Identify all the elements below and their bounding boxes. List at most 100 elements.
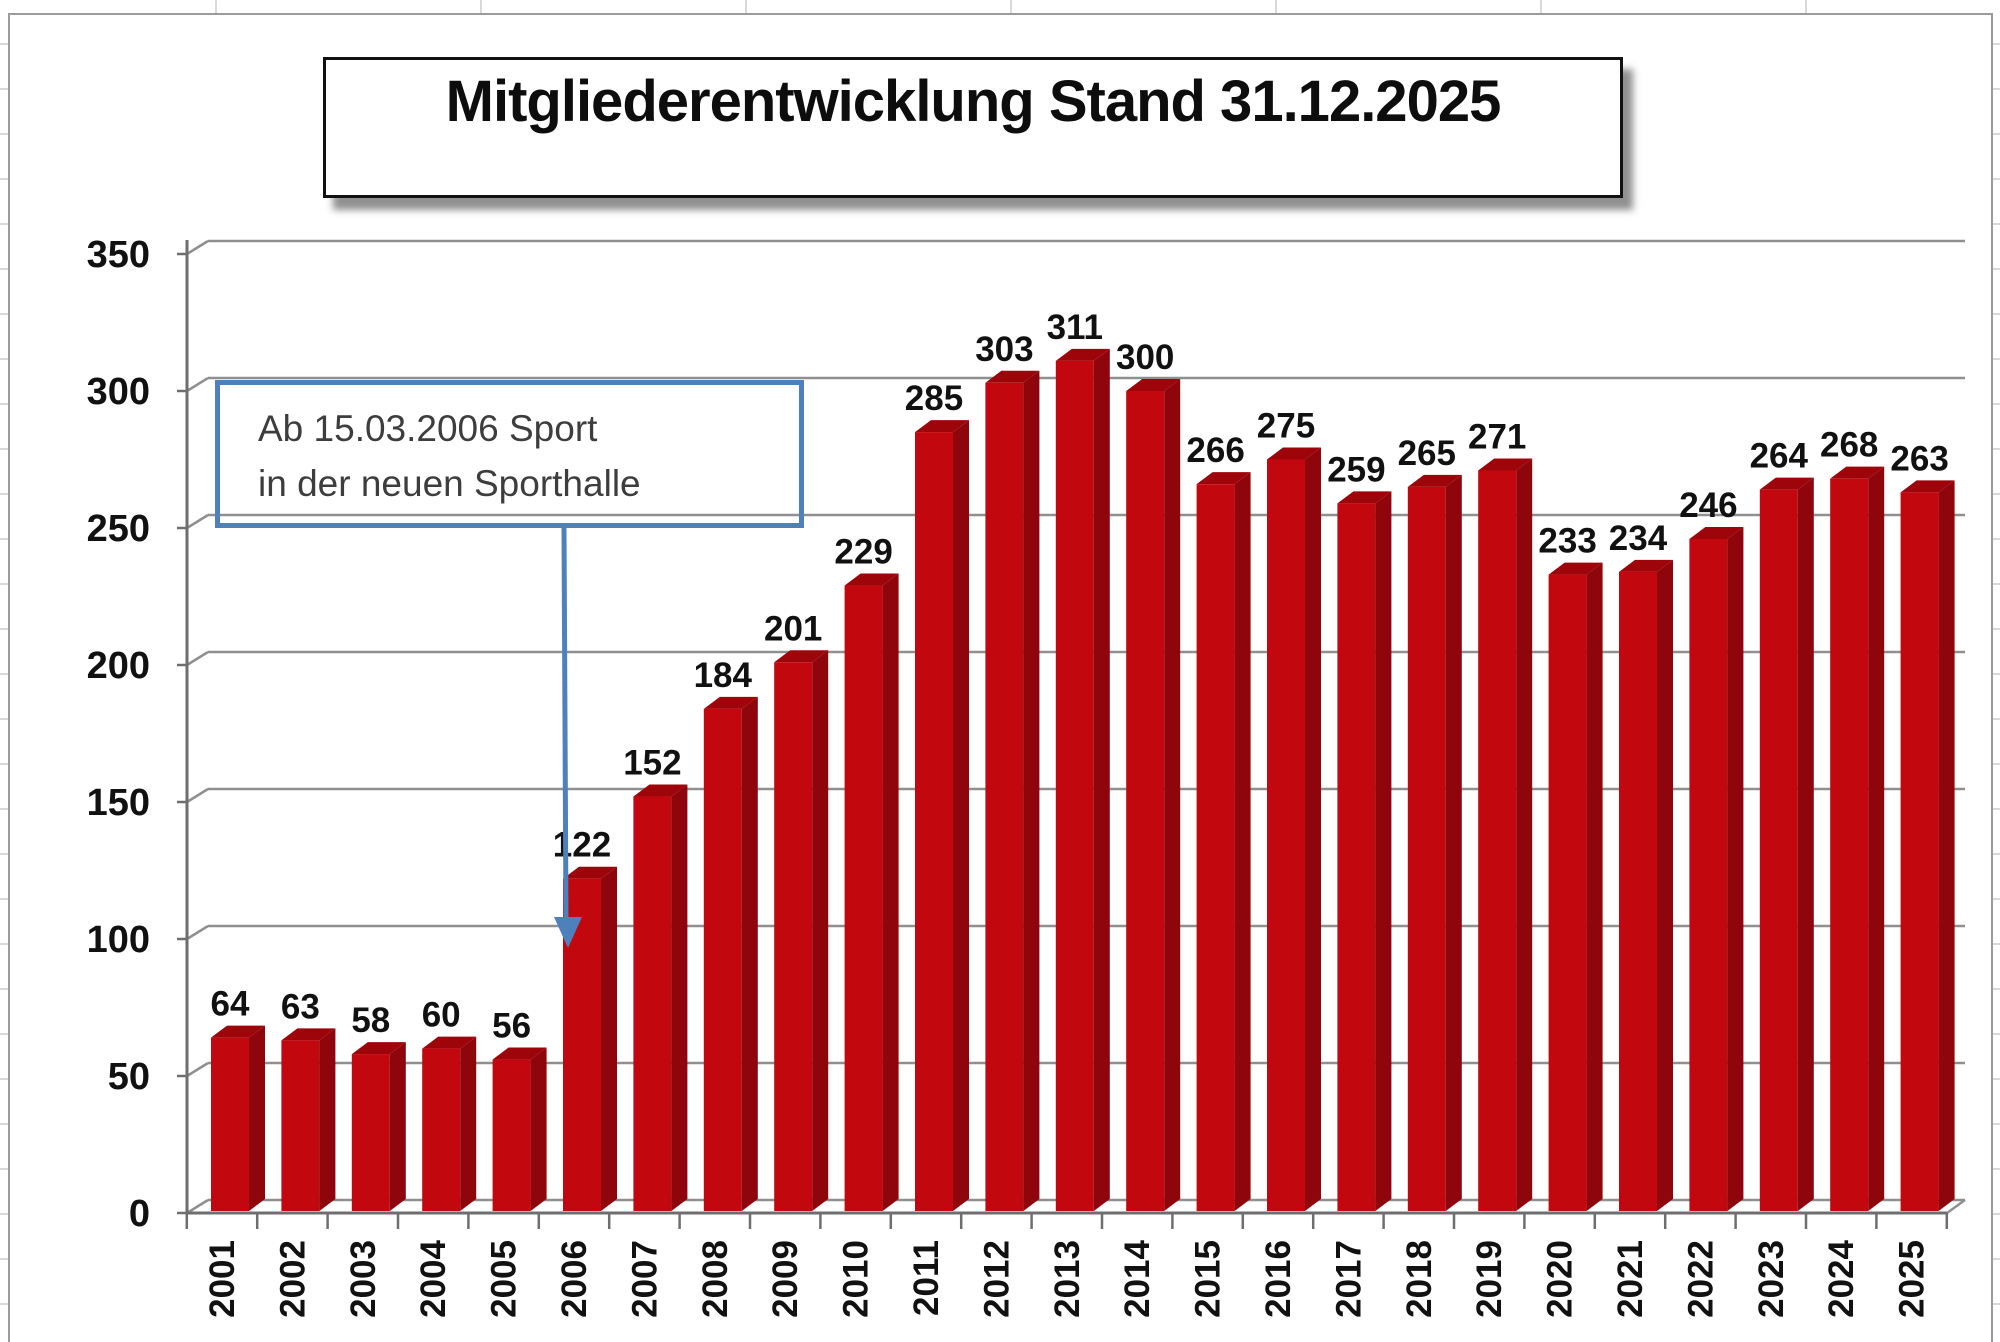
value-label-2003: 58 <box>351 1001 390 1040</box>
value-label-2007: 152 <box>623 744 681 783</box>
bar-top-face <box>1548 562 1603 575</box>
gridline-connector-300 <box>186 376 209 393</box>
bar-2019 <box>1478 458 1533 1212</box>
value-label-2001: 64 <box>211 985 250 1024</box>
category-label-2013: 2013 <box>1048 1240 1087 1318</box>
bar-top-face <box>1055 348 1110 361</box>
bar-front-face <box>844 585 883 1211</box>
bar-2023 <box>1759 477 1814 1211</box>
annotation-line-1: Ab 15.03.2006 Sport <box>258 408 598 449</box>
bar-front-face <box>633 796 672 1211</box>
category-label-2007: 2007 <box>625 1240 664 1318</box>
bar-side-face <box>530 1047 547 1211</box>
y-axis-label-0: 0 <box>129 1193 150 1235</box>
category-label-2021: 2021 <box>1611 1240 1650 1318</box>
bar-2021 <box>1619 559 1673 1211</box>
category-label-2018: 2018 <box>1400 1240 1439 1318</box>
y-axis-label-200: 200 <box>87 645 150 687</box>
bar-side-face <box>389 1042 406 1211</box>
bar-front-face <box>1830 478 1869 1211</box>
bar-side-face <box>671 784 688 1211</box>
bar-top-face <box>1478 458 1533 471</box>
bar-side-face <box>1657 559 1673 1211</box>
gridline-connector-50 <box>186 1061 209 1078</box>
category-label-2022: 2022 <box>1681 1240 1720 1318</box>
value-label-2014: 300 <box>1116 338 1174 377</box>
value-label-2019: 271 <box>1468 417 1526 456</box>
bar-2018 <box>1407 474 1462 1211</box>
value-label-2002: 63 <box>281 987 320 1026</box>
bar-side-face <box>1727 526 1744 1211</box>
bar-top-face <box>281 1028 336 1041</box>
value-label-2024: 268 <box>1820 426 1878 465</box>
bar-side-face <box>1023 370 1040 1211</box>
value-label-2015: 266 <box>1186 431 1244 470</box>
bar-front-face <box>1126 391 1165 1211</box>
bar-top-face <box>351 1042 406 1055</box>
bar-front-face <box>985 382 1024 1211</box>
bar-side-face <box>953 420 969 1212</box>
y-axis-label-350: 350 <box>87 234 150 276</box>
bar-top-face <box>1196 472 1251 485</box>
value-label-2005: 56 <box>492 1007 531 1046</box>
gridline-connector-100 <box>186 924 209 941</box>
bar-side-face <box>1305 447 1321 1211</box>
value-label-2011: 285 <box>905 379 963 418</box>
bar-front-face <box>281 1040 320 1211</box>
value-label-2025: 263 <box>1890 439 1948 478</box>
category-label-2020: 2020 <box>1541 1240 1580 1318</box>
bar-front-face <box>1407 486 1446 1211</box>
bar-side-face <box>460 1036 477 1211</box>
value-label-2020: 233 <box>1538 522 1596 561</box>
spreadsheet-left-margin <box>0 0 9 1342</box>
gridline-connector-0 <box>186 1198 209 1215</box>
bar-front-face <box>492 1059 531 1211</box>
chart-title-box: Mitgliederentwicklung Stand 31.12.2025 <box>323 57 1623 198</box>
category-label-2003: 2003 <box>344 1240 383 1318</box>
bar-side-face <box>882 573 899 1211</box>
y-axis-label-300: 300 <box>87 371 150 413</box>
bar-front-face <box>422 1048 461 1211</box>
bar-top-face <box>1267 447 1321 460</box>
value-label-2021: 234 <box>1609 519 1668 558</box>
bar-top-face <box>1126 379 1181 391</box>
bar-top-face <box>1337 491 1392 504</box>
gridline-connector-350 <box>186 239 209 256</box>
bar-2009 <box>774 650 829 1211</box>
bar-2001 <box>211 1025 265 1211</box>
y-axis-label-250: 250 <box>87 508 150 550</box>
bar-front-face <box>1759 489 1798 1211</box>
bar-side-face <box>601 866 617 1211</box>
category-label-2012: 2012 <box>977 1240 1016 1318</box>
value-label-2022: 246 <box>1679 486 1737 525</box>
bar-top-face <box>1830 466 1885 479</box>
bar-front-face <box>1900 492 1939 1211</box>
category-label-2014: 2014 <box>1118 1239 1157 1317</box>
gridline-connector-150 <box>186 787 209 804</box>
value-label-2012: 303 <box>975 330 1033 369</box>
bar-side-face <box>1938 480 1955 1211</box>
gridline-connector-250 <box>186 513 209 530</box>
bar-2012 <box>985 370 1040 1211</box>
bar-side-face <box>319 1028 336 1211</box>
bar-front-face <box>1196 484 1235 1211</box>
bar-front-face <box>774 662 813 1211</box>
category-label-2025: 2025 <box>1893 1240 1932 1318</box>
bar-side-face <box>1797 477 1814 1211</box>
bar-2007 <box>633 784 688 1211</box>
category-label-2017: 2017 <box>1329 1240 1368 1318</box>
bar-front-face <box>1619 571 1657 1211</box>
bar-side-face <box>1586 562 1603 1211</box>
bar-top-face <box>492 1047 547 1060</box>
bar-side-face <box>1093 348 1110 1211</box>
bar-2002 <box>281 1028 336 1211</box>
bar-side-face <box>1234 472 1251 1211</box>
bar-front-face <box>1478 470 1517 1212</box>
bar-2020 <box>1548 562 1603 1211</box>
category-label-2016: 2016 <box>1259 1240 1298 1318</box>
y-axis-label-150: 150 <box>87 782 150 824</box>
spreadsheet-right-margin <box>1992 0 2000 1342</box>
annotation-arrow-head <box>554 917 582 948</box>
category-label-2011: 2011 <box>907 1240 946 1316</box>
bar-side-face <box>1375 491 1392 1212</box>
